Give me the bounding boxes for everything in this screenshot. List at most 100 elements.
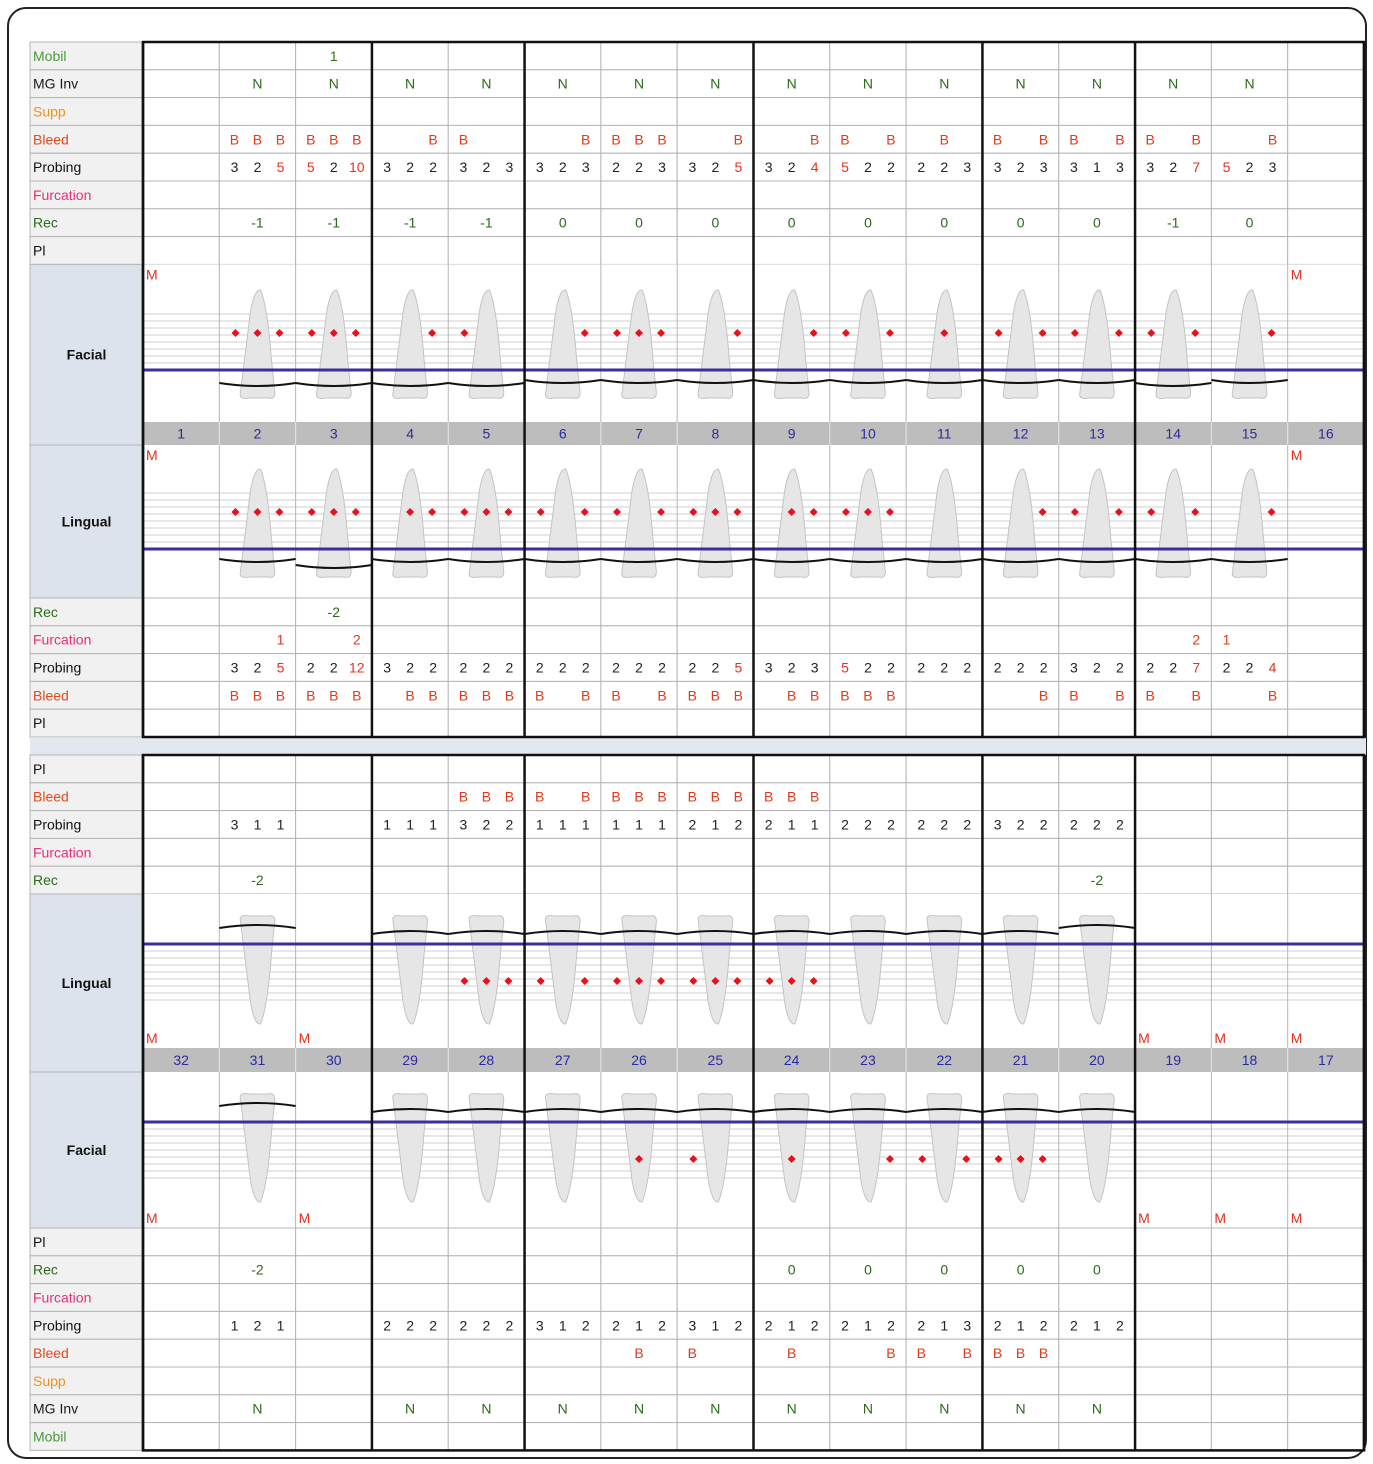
cell	[1211, 598, 1287, 626]
cell-value: N	[1016, 76, 1026, 92]
site-value: 2	[506, 1317, 514, 1333]
cell	[143, 811, 219, 839]
site-value: 2	[1192, 632, 1200, 648]
cell	[601, 866, 677, 894]
tooth-number: 28	[479, 1052, 495, 1068]
tooth-number: 14	[1165, 426, 1181, 442]
cell	[525, 838, 601, 866]
site-value: 2	[406, 660, 414, 676]
site-value: 2	[612, 660, 620, 676]
cell	[1135, 1367, 1211, 1395]
tooth-number: 13	[1089, 426, 1105, 442]
tooth-number: 18	[1242, 1052, 1258, 1068]
site-value: B	[1192, 687, 1201, 703]
cell	[1059, 42, 1135, 70]
cell	[1135, 755, 1211, 783]
site-value: 2	[483, 660, 491, 676]
cell	[677, 1423, 753, 1451]
cell	[1288, 654, 1364, 682]
cell	[143, 755, 219, 783]
cell-value: 0	[940, 1262, 948, 1278]
cell	[296, 1395, 372, 1423]
site-value: 2	[506, 660, 514, 676]
cell	[677, 838, 753, 866]
cell	[830, 755, 906, 783]
row-label: Pl	[33, 1234, 45, 1250]
site-value: 3	[1116, 159, 1124, 175]
site-value: 3	[688, 1317, 696, 1333]
tooth-number: 11	[937, 426, 952, 442]
cell-value: N	[863, 1401, 873, 1417]
cell	[372, 1256, 448, 1284]
cell	[448, 181, 524, 209]
cell	[1059, 1367, 1135, 1395]
site-value: 2	[1246, 159, 1254, 175]
cell	[296, 1339, 372, 1367]
cell	[1211, 709, 1287, 737]
site-value: B	[810, 131, 819, 147]
cell	[448, 1339, 524, 1367]
cell	[601, 98, 677, 126]
site-value: 2	[1223, 660, 1231, 676]
site-value: 2	[788, 660, 796, 676]
site-value: B	[634, 789, 643, 805]
missing-mark: M	[1138, 1030, 1150, 1046]
site-value: 2	[734, 1317, 742, 1333]
site-value: 2	[887, 159, 895, 175]
site-value: 2	[887, 1317, 895, 1333]
cell-value: -1	[480, 215, 493, 231]
site-value: B	[886, 1345, 895, 1361]
cell	[1288, 98, 1364, 126]
site-value: 1	[277, 817, 285, 833]
site-value: 2	[429, 660, 437, 676]
cell-value: N	[1016, 1401, 1026, 1417]
cell	[448, 838, 524, 866]
cell	[982, 626, 1058, 654]
cell-value: N	[1092, 76, 1102, 92]
site-value: B	[253, 687, 262, 703]
site-value: B	[963, 1345, 972, 1361]
site-value: 2	[887, 817, 895, 833]
cell	[372, 866, 448, 894]
tooth-number: 16	[1318, 426, 1334, 442]
cell	[601, 1367, 677, 1395]
cell	[677, 42, 753, 70]
site-value: 2	[1116, 1317, 1124, 1333]
site-value: 2	[460, 1317, 468, 1333]
cell	[1288, 1367, 1364, 1395]
site-value: 2	[1116, 817, 1124, 833]
site-value: 1	[582, 817, 590, 833]
site-value: B	[787, 1345, 796, 1361]
cell	[143, 98, 219, 126]
site-value: B	[764, 789, 773, 805]
site-value: 2	[383, 1317, 391, 1333]
row-label: Supp	[33, 1373, 66, 1389]
site-value: B	[787, 687, 796, 703]
cell	[830, 838, 906, 866]
missing-mark: M	[1138, 1210, 1150, 1226]
cell-value: 0	[864, 215, 872, 231]
cell-value: N	[939, 1401, 949, 1417]
site-value: 2	[1040, 817, 1048, 833]
cell	[754, 1423, 830, 1451]
site-value: B	[734, 131, 743, 147]
site-value: 5	[734, 660, 742, 676]
cell	[982, 709, 1058, 737]
site-value: 2	[917, 817, 925, 833]
missing-mark: M	[1214, 1030, 1226, 1046]
row-label: Pl	[33, 761, 45, 777]
cell	[525, 1367, 601, 1395]
site-value: 2	[1017, 159, 1025, 175]
row-label: Probing	[33, 1317, 81, 1333]
site-value: 2	[1146, 660, 1154, 676]
cell	[982, 1423, 1058, 1451]
tooth-number: 24	[784, 1052, 800, 1068]
site-value: 2	[811, 1317, 819, 1333]
cell	[1059, 598, 1135, 626]
cell	[1288, 811, 1364, 839]
cell	[906, 1228, 982, 1256]
cell	[143, 153, 219, 181]
cell	[677, 1228, 753, 1256]
cell	[1288, 153, 1364, 181]
cell	[448, 709, 524, 737]
